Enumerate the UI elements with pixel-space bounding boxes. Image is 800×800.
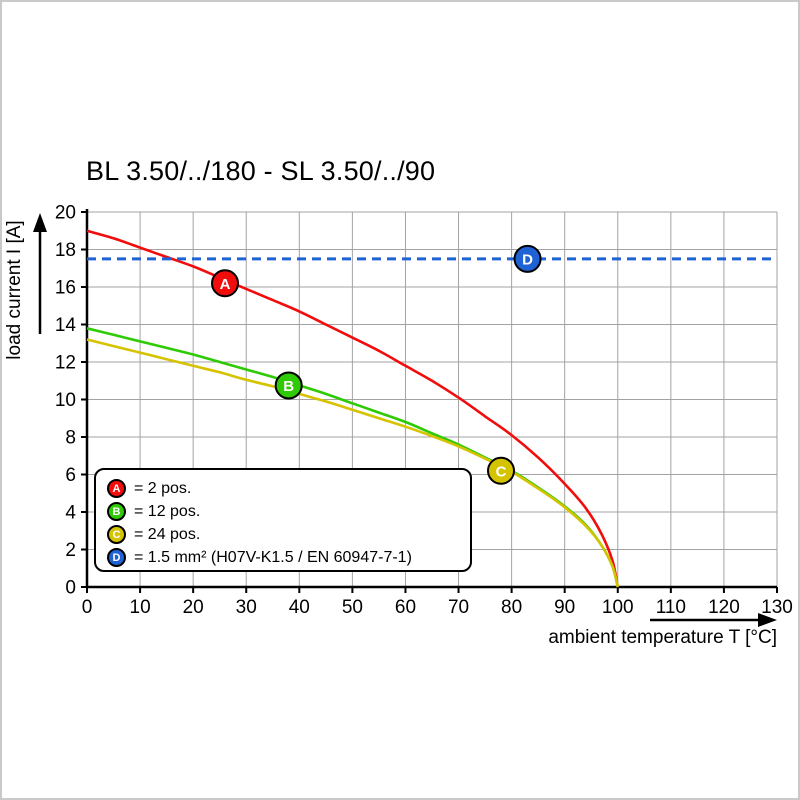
marker-label-D: D <box>522 251 533 268</box>
marker-D <box>513 244 542 273</box>
x-tick-label: 110 <box>656 597 686 618</box>
y-axis-arrow-head <box>33 213 47 232</box>
series-curve-C <box>86 338 620 588</box>
marker-A <box>211 269 239 298</box>
y-tick-label: 8 <box>65 428 76 449</box>
legend-item-C: C = 24 pos. <box>107 523 470 546</box>
legend-marker-D: D <box>107 548 126 567</box>
x-tick-label: 60 <box>395 597 416 618</box>
legend-label-D: = 1.5 mm² (H07V-K1.5 / EN 60947-7-1) <box>134 548 412 566</box>
y-tick-label: 16 <box>55 278 76 299</box>
chart-title: BL 3.50/../180 - SL 3.50/../90 <box>86 156 436 186</box>
y-tick-label: 18 <box>55 240 76 261</box>
legend-label-A: = 2 pos. <box>134 479 192 497</box>
y-tick-label: 6 <box>65 465 76 486</box>
x-tick-label: 70 <box>448 597 469 618</box>
x-tick-label: 10 <box>130 597 151 618</box>
marker-C <box>487 456 515 485</box>
x-tick-label: 20 <box>183 597 204 618</box>
x-tick-label: 130 <box>761 597 793 618</box>
legend-marker-B: B <box>107 502 126 521</box>
legend-item-D: D = 1.5 mm² (H07V-K1.5 / EN 60947-7-1) <box>107 546 470 569</box>
y-tick-label: 4 <box>65 503 76 524</box>
legend-label-C: = 24 pos. <box>134 525 201 543</box>
x-axis-arrow-head <box>758 613 777 627</box>
marker-label-A: A <box>220 276 231 293</box>
legend-item-B: B = 12 pos. <box>107 500 470 523</box>
legend-marker-A: A <box>107 479 126 498</box>
marker-label-C: C <box>496 463 507 480</box>
marker-B <box>274 371 303 400</box>
y-tick-label: 20 <box>55 203 76 224</box>
y-tick-label: 12 <box>55 353 76 374</box>
legend-item-A: A = 2 pos. <box>107 477 470 500</box>
x-axis-label: ambient temperature T [°C] <box>548 627 777 648</box>
y-tick-label: 2 <box>65 540 76 561</box>
x-tick-label: 90 <box>554 597 575 618</box>
y-tick-label: 10 <box>55 390 76 411</box>
x-tick-label: 0 <box>82 597 93 618</box>
y-tick-label: 0 <box>65 578 76 599</box>
series-curve-A <box>86 229 620 588</box>
x-tick-label: 50 <box>342 597 363 618</box>
x-tick-label: 30 <box>236 597 257 618</box>
y-axis-label: load current I [A] <box>4 220 25 359</box>
legend-label-B: = 12 pos. <box>134 502 201 520</box>
y-tick-label: 14 <box>55 315 77 336</box>
x-tick-label: 120 <box>708 597 740 618</box>
x-tick-label: 100 <box>602 597 634 618</box>
chart-legend: A = 2 pos. B = 12 pos. C = 24 pos. D = 1.5 mm² … <box>94 468 472 572</box>
x-tick-label: 40 <box>289 597 310 618</box>
legend-marker-C: C <box>107 525 126 544</box>
marker-label-B: B <box>283 378 294 395</box>
x-tick-label: 80 <box>501 597 522 618</box>
